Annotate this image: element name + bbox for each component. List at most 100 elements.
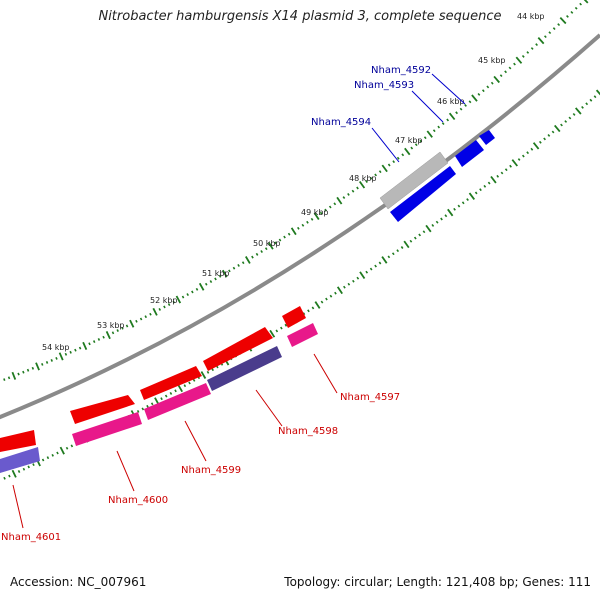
inner-ruler-tick [26, 368, 30, 372]
inner-ruler-tick [342, 196, 346, 199]
leader-nham-4593 [411, 90, 444, 123]
inner-ruler-tick [356, 186, 359, 190]
gene-nham-4600[interactable] [72, 412, 142, 446]
gene-label-nham-4594[interactable]: Nham_4594 [311, 117, 371, 128]
gene-red-2[interactable] [70, 395, 135, 424]
outer-ruler-tick [352, 279, 355, 283]
inner-ruler-tick [17, 372, 20, 376]
sequence-backbone [0, 33, 600, 420]
inner-ruler-tick [310, 217, 314, 221]
outer-ruler-tick [435, 220, 439, 224]
inner-ruler-tick [297, 226, 300, 230]
inner-ruler-tick [245, 256, 251, 264]
outer-ruler-tick [280, 326, 283, 330]
outer-ruler-tick [461, 201, 465, 205]
inner-ruler-tick [278, 238, 282, 242]
outer-ruler-tick [593, 95, 597, 99]
outer-ruler-tick [169, 392, 173, 395]
inner-ruler-tick [404, 147, 411, 156]
gene-label-nham-4599[interactable]: Nham_4599 [181, 465, 241, 476]
topology-summary: Topology: circular; Length: 121,408 bp; … [284, 575, 591, 589]
inner-ruler-tick [579, 2, 582, 6]
inner-ruler-tick [486, 85, 490, 89]
ruler-label-51: 51 kbp [202, 269, 230, 278]
outer-ruler-tick [22, 467, 26, 471]
inner-ruler-tick [358, 180, 366, 189]
inner-ruler-tick [195, 287, 199, 291]
gene-nham-4599[interactable] [144, 383, 211, 420]
gene-label-nham-4598[interactable]: Nham_4598 [278, 426, 338, 437]
outer-ruler-tick [284, 323, 288, 327]
inner-ruler-tick [163, 305, 166, 309]
gene-label-nham-4592[interactable]: Nham_4592 [371, 65, 431, 76]
inner-ruler-tick [521, 54, 525, 58]
map-title: Nitrobacter hamburgensis X14 plasmid 3, … [98, 9, 502, 24]
inner-ruler-tick [570, 10, 574, 14]
outer-ruler-tick [391, 252, 395, 256]
outer-ruler-tick [369, 267, 373, 271]
inner-ruler-tick [432, 129, 436, 133]
outer-ruler-tick [400, 246, 404, 249]
gene-red-5[interactable] [282, 306, 306, 328]
outer-ruler-tick [211, 368, 214, 372]
inner-ruler-tick [574, 6, 578, 10]
inner-ruler-tick [121, 326, 124, 330]
inner-ruler-tick [365, 180, 368, 183]
inner-ruler-tick [198, 282, 205, 291]
gene-label-nham-4601[interactable]: Nham_4601 [1, 532, 61, 543]
leader-nham-4600 [116, 450, 135, 492]
outer-ruler-tick [329, 294, 333, 298]
outer-ruler-tick [572, 112, 576, 116]
outer-ruler-tick [466, 198, 469, 201]
inner-ruler-tick [232, 266, 236, 270]
inner-ruler-tick [204, 282, 208, 286]
gene-red-1[interactable] [0, 430, 36, 452]
inner-ruler-tick [69, 350, 72, 354]
gene-nham-4597[interactable] [287, 323, 318, 347]
outer-ruler-tick [547, 134, 551, 137]
gene-label-nham-4597[interactable]: Nham_4597 [340, 392, 400, 403]
gene-label-nham-4600[interactable]: Nham_4600 [108, 495, 168, 506]
outer-ruler-tick [564, 120, 568, 123]
gene-label-nham-4593[interactable]: Nham_4593 [354, 80, 414, 91]
leader-nham-4597 [313, 353, 338, 394]
outer-ruler-tick [409, 239, 413, 243]
gene-nham-4594[interactable] [390, 166, 456, 222]
inner-ruler-tick [557, 23, 561, 27]
inner-ruler-tick [35, 362, 40, 371]
inner-ruler-tick [324, 208, 328, 212]
gene-nham-4594-pseudo[interactable] [379, 151, 449, 210]
outer-ruler-tick [551, 130, 555, 134]
outer-ruler-tick [403, 240, 410, 249]
outer-ruler-tick [440, 217, 443, 221]
outer-ruler-tick [188, 381, 191, 385]
ruler-label-46: 46 kbp [437, 97, 465, 106]
inner-ruler-tick [419, 139, 423, 143]
outer-ruler-tick [359, 271, 366, 280]
outer-ruler-tick [356, 276, 360, 280]
gene-red-3[interactable] [140, 366, 202, 400]
inner-ruler-tick [58, 352, 64, 361]
outer-ruler-tick [444, 214, 448, 218]
outer-ruler-tick [32, 463, 35, 467]
inner-ruler-tick [508, 66, 512, 70]
gene-nham-4598[interactable] [207, 346, 282, 391]
inner-ruler-tick [448, 112, 456, 121]
inner-ruler-tick [129, 319, 135, 328]
outer-ruler-tick [483, 184, 487, 188]
leader-nham-4592 [431, 73, 466, 105]
inner-ruler-tick [283, 235, 286, 239]
inner-ruler-tick [437, 125, 441, 129]
gene-nham-4593[interactable] [455, 140, 484, 167]
inner-ruler-tick [139, 317, 143, 321]
inner-ruler-tick [336, 196, 343, 205]
outer-ruler-tick [479, 188, 482, 192]
inner-ruler-tick [74, 348, 77, 352]
inner-ruler-tick [552, 27, 556, 31]
outer-ruler-tick [51, 453, 54, 457]
inner-ruler-tick [526, 51, 530, 54]
gene-nham-4601[interactable] [0, 447, 40, 473]
gene-red-4[interactable] [203, 327, 273, 371]
gene-nham-4592[interactable] [479, 130, 495, 145]
inner-ruler-tick [583, 0, 589, 4]
